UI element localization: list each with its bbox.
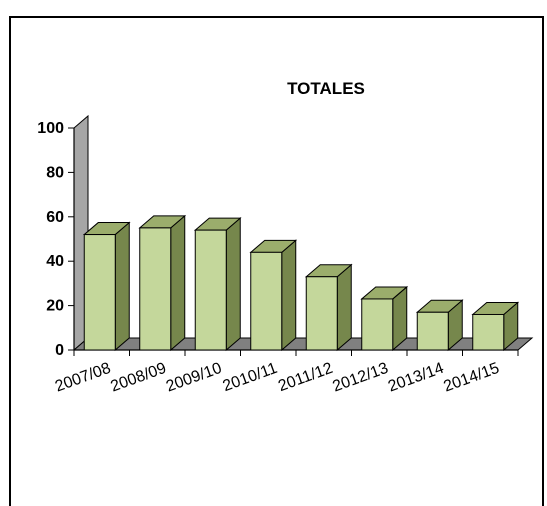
bar-2007/08 [82,221,131,352]
bar-2011/12 [304,263,353,352]
bar-side [170,214,186,352]
bar-2010/11 [249,239,298,352]
y-tick-label: 0 [55,342,64,359]
y-tick-label: 40 [46,253,64,270]
y-tick-label: 60 [46,209,64,226]
x-tick-label: 2008/09 [108,360,168,396]
y-tick-label: 20 [46,298,64,315]
bar-front [361,298,394,351]
bar-front [139,227,172,351]
y-tick-label: 100 [37,120,64,137]
x-tick-label: 2010/11 [221,360,280,395]
bar-2008/09 [138,214,187,352]
x-axis-labels: 2007/082008/092009/102010/112011/122012/… [53,360,502,396]
bar-side [225,217,241,352]
x-tick-label: 2011/12 [276,360,335,395]
x-tick-label: 2013/14 [386,360,446,396]
bar-side [336,263,352,352]
bar-front [305,276,338,351]
bar-front [416,311,449,351]
x-tick-label: 2007/08 [53,360,113,396]
bar-2013/14 [415,299,464,352]
bar-2014/15 [471,301,520,352]
x-tick-label: 2014/15 [441,360,501,396]
bar-side [281,239,297,352]
bar-front [250,251,283,351]
bar-side [114,221,130,352]
chart-title: TOTALES [287,79,365,98]
x-tick-label: 2009/10 [164,360,224,396]
x-tick-label: 2012/13 [330,360,390,396]
bar-2009/10 [193,217,242,352]
bar-front [194,229,227,351]
y-axis: 0 20 40 60 80 100 [37,120,519,359]
y-tick-label: 80 [46,164,64,181]
bar-2012/13 [360,285,409,352]
bar-front [472,313,505,351]
bars [82,214,520,352]
bar-front [83,234,116,351]
